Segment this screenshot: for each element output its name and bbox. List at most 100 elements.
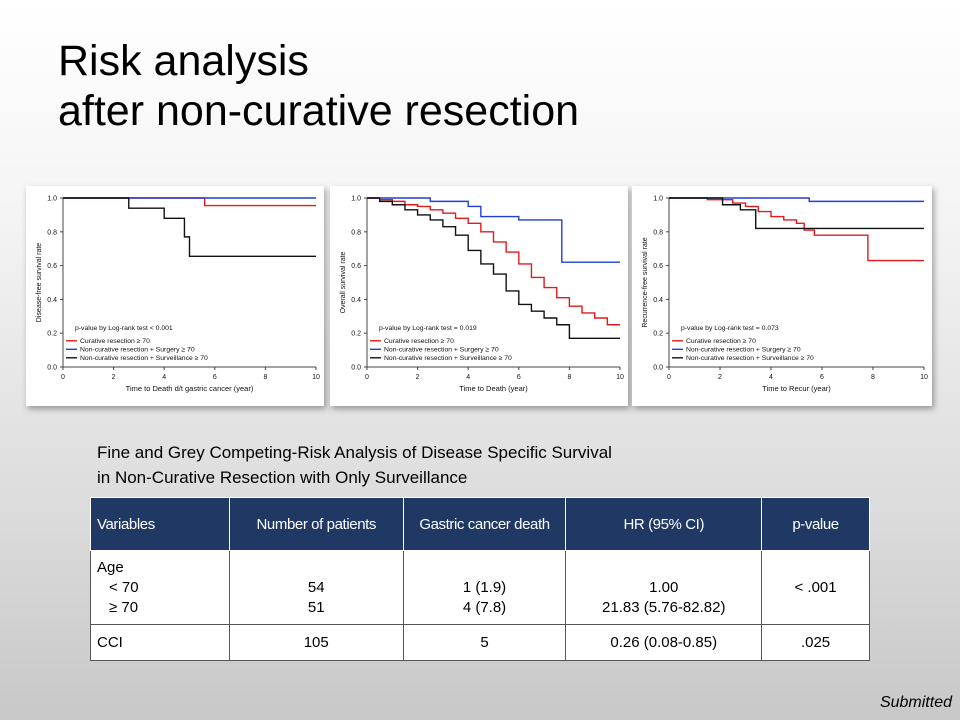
x-tick-label: 4 [162, 374, 166, 381]
results-table: Variables Number of patients Gastric can… [90, 497, 870, 661]
y-tick-label: 0.0 [653, 365, 663, 372]
series-line-1 [367, 197, 620, 326]
title-line-1: Risk analysis [58, 37, 309, 85]
patients-under-70: 54 [307, 578, 325, 596]
p-value-annotation: p-value by Log-rank test < 0.001 [75, 325, 173, 332]
patients-70-plus: 51 [307, 598, 325, 616]
table-row-cci: CCI 105 5 0.26 (0.08-0.85) .025 [90, 624, 870, 661]
y-tick-label: 1.0 [351, 196, 361, 203]
subtitle-line-2: in Non-Curative Resection with Only Surv… [97, 468, 468, 487]
km-chart-disease-free: 0.0 0.2 0.4 0.6 0.8 1.0 0 2 4 6 8 10 Time to Death d… [36, 196, 320, 394]
legend-label-3: Non-curative resection + Surveillance ≥ … [384, 355, 512, 362]
death-70-plus: 4 (7.8) [462, 598, 507, 616]
cell-cci-p: .025 [761, 624, 870, 661]
cell-age-label: Age < 70 ≥ 70 [90, 550, 230, 625]
km-panel-overall: 0.0 0.2 0.4 0.6 0.8 1.0 0 2 4 6 8 10 Time to Death (… [330, 186, 628, 406]
submitted-note: Submitted [879, 694, 952, 711]
x-axis-title: Time to Recur (year) [762, 384, 831, 393]
y-tick-label: 0.6 [351, 263, 361, 270]
y-tick-label: 1.0 [653, 196, 663, 203]
km-panel-recurrence-free: 0.0 0.2 0.4 0.6 0.8 1.0 0 2 4 6 8 10 Time to Recur (… [632, 186, 932, 406]
x-tick-label: 8 [263, 374, 267, 381]
km-chart-recurrence-free: 0.0 0.2 0.4 0.6 0.8 1.0 0 2 4 6 8 10 Time to Recur (… [642, 196, 928, 394]
x-tick-label: 10 [920, 374, 928, 381]
cell-age-hr: 1.00 21.83 (5.76-82.82) [565, 550, 763, 625]
series-line-3 [63, 197, 316, 258]
y-tick-label: 0.2 [351, 331, 361, 338]
y-tick-label: 0.4 [653, 297, 663, 304]
legend-label-2: Non-curative resection + Surgery ≥ 70 [384, 347, 499, 354]
x-tick-label: 6 [517, 374, 521, 381]
y-tick-label: 1.0 [47, 196, 57, 203]
x-tick-label: 6 [820, 374, 824, 381]
hr-under-70: 1.00 [649, 578, 679, 596]
y-tick-label: 0.4 [351, 297, 361, 304]
series-line-2 [367, 197, 620, 263]
header-hr: HR (95% CI) [565, 497, 763, 551]
y-tick-label: 0.6 [653, 263, 663, 270]
cell-cci-label: CCI [90, 624, 230, 661]
legend-label-2: Non-curative resection + Surgery ≥ 70 [686, 347, 801, 354]
y-tick-label: 0.6 [47, 263, 57, 270]
legend-label-1: Curative resection ≥ 70 [384, 338, 454, 345]
y-tick-label: 0.0 [47, 365, 57, 372]
legend-label-3: Non-curative resection + Surveillance ≥ … [80, 355, 208, 362]
x-axis-title: Time to Death (year) [459, 384, 528, 393]
legend-label-1: Curative resection ≥ 70 [80, 338, 150, 345]
p-value-age: < .001 [794, 578, 837, 596]
series-line-3 [669, 197, 924, 230]
cell-cci-patients: 105 [228, 624, 404, 661]
series-line-3 [367, 197, 620, 339]
km-panel-disease-free: 0.0 0.2 0.4 0.6 0.8 1.0 0 2 4 6 8 10 Time to Death d… [26, 186, 324, 406]
y-tick-label: 0.8 [351, 229, 361, 236]
y-axis-title: Overall survival rate [340, 251, 347, 313]
analysis-subtitle: Fine and Grey Competing-Risk Analysis of… [97, 440, 612, 490]
age-group-under-70: < 70 [109, 578, 139, 596]
x-tick-label: 8 [567, 374, 571, 381]
hr-70-plus: 21.83 (5.76-82.82) [602, 598, 726, 616]
legend-label-3: Non-curative resection + Surveillance ≥ … [686, 355, 814, 362]
x-tick-label: 2 [112, 374, 116, 381]
x-tick-label: 0 [365, 374, 369, 381]
p-value-annotation: p-value by Log-rank test = 0.019 [379, 325, 477, 332]
legend-label-1: Curative resection ≥ 70 [686, 338, 756, 345]
series-line-2 [669, 197, 924, 203]
cell-age-death: 1 (1.9) 4 (7.8) [402, 550, 567, 625]
y-axis-title: Disease-free survival rate [36, 243, 43, 322]
km-chart-overall: 0.0 0.2 0.4 0.6 0.8 1.0 0 2 4 6 8 10 Time to Death (… [340, 196, 624, 394]
cell-cci-hr: 0.26 (0.08-0.85) [565, 624, 763, 661]
header-gastric-cancer-death: Gastric cancer death [402, 497, 567, 551]
x-tick-label: 8 [871, 374, 875, 381]
subtitle-line-1: Fine and Grey Competing-Risk Analysis of… [97, 443, 612, 462]
cell-age-patients: 54 51 [228, 550, 404, 625]
y-tick-label: 0.2 [653, 331, 663, 338]
y-tick-label: 0.2 [47, 331, 57, 338]
header-variables: Variables [90, 497, 230, 551]
x-tick-label: 4 [466, 374, 470, 381]
y-axis-title: Recurrence-free survival rate [642, 237, 649, 327]
x-tick-label: 10 [312, 374, 320, 381]
x-tick-label: 10 [616, 374, 624, 381]
y-tick-label: 0.0 [351, 365, 361, 372]
header-number-of-patients: Number of patients [228, 497, 404, 551]
table-header-row: Variables Number of patients Gastric can… [90, 497, 870, 551]
y-tick-label: 0.4 [47, 297, 57, 304]
legend-label-2: Non-curative resection + Surgery ≥ 70 [80, 347, 195, 354]
series-line-1 [63, 197, 316, 207]
slide-title: Risk analysis after non-curative resecti… [58, 36, 579, 136]
table-row-age: Age < 70 ≥ 70 54 51 1 (1.9) 4 (7.8) 1.00… [90, 550, 870, 625]
cell-cci-death: 5 [402, 624, 567, 661]
age-label: Age [97, 558, 124, 576]
x-tick-label: 0 [667, 374, 671, 381]
series-line-1 [669, 197, 924, 262]
x-tick-label: 4 [769, 374, 773, 381]
title-line-2: after non-curative resection [58, 87, 580, 135]
x-tick-label: 6 [213, 374, 217, 381]
age-group-70-plus: ≥ 70 [109, 598, 139, 616]
p-value-annotation: p-value by Log-rank test = 0.073 [681, 325, 779, 332]
x-tick-label: 0 [61, 374, 65, 381]
x-axis-title: Time to Death d/t gastric cancer (year) [126, 384, 254, 393]
death-under-70: 1 (1.9) [462, 578, 507, 596]
x-tick-label: 2 [416, 374, 420, 381]
y-tick-label: 0.8 [653, 229, 663, 236]
